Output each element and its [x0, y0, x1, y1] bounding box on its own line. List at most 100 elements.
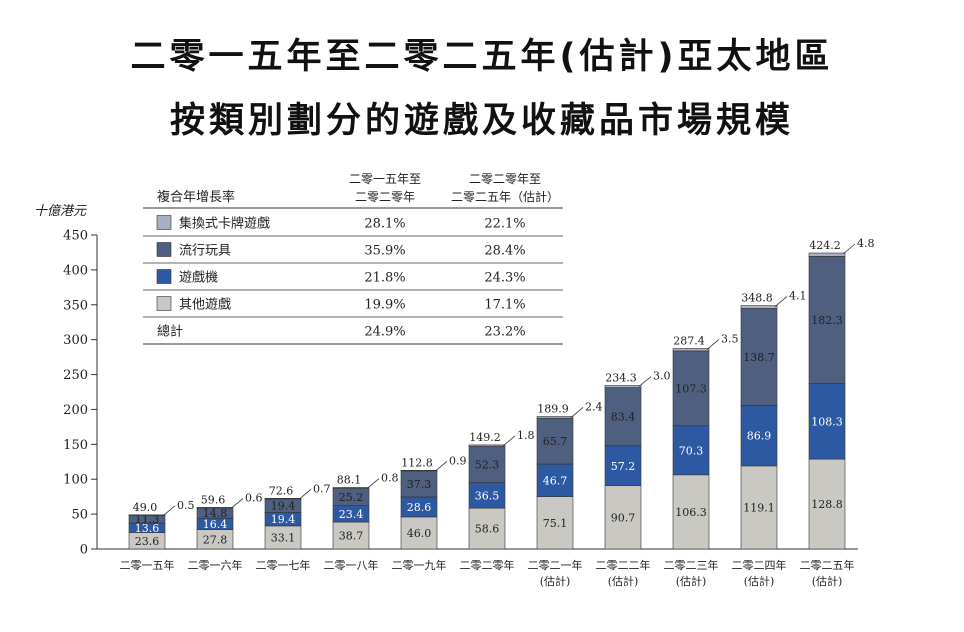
x-tick-label: 二零一五年	[120, 558, 175, 572]
legend-series-name: 流行玩具	[179, 244, 231, 259]
x-tick-label: 二零二零年	[460, 558, 515, 572]
y-tick-label: 300	[63, 333, 88, 348]
segment-value-label: 36.5	[475, 489, 500, 502]
segment-value-label: 86.9	[747, 430, 772, 443]
x-tick-label: 二零二三年	[664, 558, 719, 572]
x-tick-sublabel: (估計)	[744, 574, 775, 588]
x-tick-label: 二零一七年	[256, 558, 311, 572]
segment-value-label: 182.3	[811, 314, 843, 327]
cagr-value: 19.9%	[364, 298, 405, 313]
x-tick-sublabel: (估計)	[812, 574, 843, 588]
x-tick-label: 二零二一年	[528, 558, 583, 572]
segment-value-label: 13.6	[135, 522, 160, 535]
segment-value-label: 25.2	[339, 491, 364, 504]
y-tick-label: 50	[71, 508, 88, 523]
chart-title-line1: 二零一五年至二零二五年(估計)亞太地區	[130, 37, 834, 77]
y-tick-label: 150	[63, 438, 88, 453]
segment-value-label: 14.8	[203, 507, 228, 520]
card-value-label: 0.9	[449, 454, 467, 467]
bar-segment	[400, 516, 438, 550]
bar-segment	[468, 482, 506, 509]
bar-segment	[332, 521, 370, 550]
x-tick-sublabel: (估計)	[676, 574, 707, 588]
bar-segment	[672, 348, 710, 352]
y-tick-label: 400	[63, 263, 88, 278]
segment-value-label: 37.3	[407, 478, 432, 491]
segment-value-label: 128.8	[811, 498, 843, 511]
segment-value-label: 52.3	[475, 458, 500, 471]
legend-swatch	[156, 296, 172, 311]
segment-value-label: 46.0	[407, 527, 432, 540]
cagr-value: 28.4%	[484, 244, 525, 259]
bar-segment	[740, 308, 778, 406]
segment-value-label: 107.3	[675, 382, 707, 395]
bar-segment	[400, 469, 438, 472]
bar-segment	[400, 470, 438, 498]
x-tick-label: 二零二四年	[732, 558, 787, 572]
bar-segment	[264, 498, 302, 500]
segment-value-label: 19.4	[271, 500, 296, 513]
card-leader-line	[298, 489, 312, 500]
card-value-label: 4.8	[857, 237, 875, 250]
y-tick-label: 0	[80, 543, 88, 558]
card-leader-line	[842, 243, 856, 255]
segment-value-label: 33.1	[271, 531, 296, 544]
segment-value-label: 38.7	[339, 529, 364, 542]
x-tick-label: 二零一九年	[392, 558, 447, 572]
bar-segment	[604, 387, 642, 447]
cagr-value: 22.1%	[484, 217, 525, 232]
bar-total-label: 49.0	[133, 501, 158, 514]
cagr-header-label: 複合年增長率	[157, 189, 235, 205]
cagr-col2-header-line1: 二零二零年至	[469, 172, 541, 186]
cagr-value: 17.1%	[484, 298, 525, 313]
bar-segment	[808, 458, 846, 550]
card-leader-line	[502, 435, 516, 447]
cagr-col2-header-line2: 二零二五年（估計）	[451, 189, 559, 204]
bar-segment	[740, 404, 778, 467]
bar-segment	[604, 445, 642, 487]
bar-segment	[128, 514, 166, 516]
bar-segment	[536, 463, 574, 497]
segment-value-label: 23.4	[339, 508, 364, 521]
bar-total-label: 348.8	[741, 292, 773, 305]
segment-value-label: 75.1	[543, 517, 568, 530]
cagr-value: 35.9%	[364, 244, 405, 259]
x-tick-sublabel: (估計)	[608, 574, 639, 588]
bar-total-label: 59.6	[201, 493, 226, 506]
segment-value-label: 19.4	[271, 513, 296, 526]
y-tick-label: 200	[63, 403, 88, 418]
bar-segment	[468, 445, 506, 483]
legend-swatch	[156, 242, 172, 257]
x-tick-label: 二零一六年	[188, 558, 243, 572]
bar-segment	[196, 507, 234, 509]
cagr-col1-header-line1: 二零一五年至	[349, 172, 421, 186]
cagr-value: 21.8%	[364, 271, 405, 286]
segment-value-label: 70.3	[679, 444, 704, 457]
legend-series-name: 遊戲機	[179, 271, 218, 286]
segment-value-label: 16.4	[203, 518, 228, 531]
segment-value-label: 23.6	[135, 535, 160, 548]
card-leader-line	[230, 498, 244, 509]
segment-value-label: 28.6	[407, 501, 432, 514]
card-value-label: 4.1	[789, 290, 807, 303]
y-tick-label: 350	[63, 298, 88, 313]
bar-segment	[604, 485, 642, 550]
bar-segment	[672, 425, 710, 476]
card-leader-line	[706, 339, 720, 350]
card-value-label: 0.6	[245, 491, 263, 504]
bar-total-label: 424.2	[809, 239, 841, 252]
bar-segment	[808, 383, 846, 460]
bar-segment	[808, 252, 846, 257]
segment-value-label: 65.7	[543, 435, 568, 448]
bar-total-label: 234.3	[605, 372, 637, 385]
legend-swatch	[156, 215, 172, 230]
bar-segment	[740, 305, 778, 309]
card-value-label: 3.5	[721, 332, 739, 345]
segment-value-label: 11.3	[135, 513, 160, 526]
card-value-label: 0.8	[381, 472, 399, 485]
bar-segment	[332, 487, 370, 489]
segment-value-label: 27.8	[203, 533, 228, 546]
chart-title-line2: 按類別劃分的遊戲及收藏品市場規模	[169, 101, 794, 141]
bar-total-label: 72.6	[269, 484, 294, 497]
